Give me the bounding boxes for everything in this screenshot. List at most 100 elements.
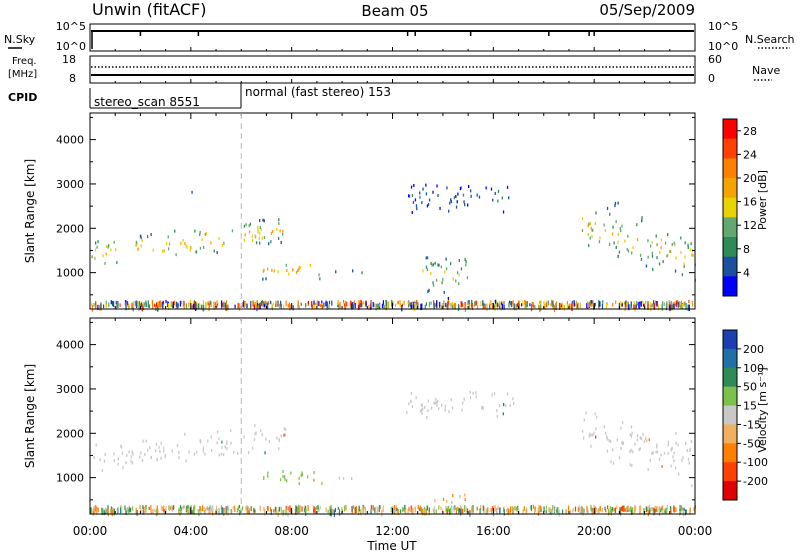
ground-echo-mark [626,507,628,513]
morning-band-mark [101,469,103,473]
ground-echo-mark [250,506,252,512]
evening-band-mark [685,442,687,445]
ground-echo-mark [130,507,132,512]
morning-band-mark [190,245,192,249]
ground-echo-mark [178,508,180,514]
ground-echo-mark [379,505,381,510]
ground-echo-mark [578,504,580,509]
evening-band-mark [667,233,669,237]
evening-band-mark [620,447,622,451]
time-axis-labels: 00:00 04:00 08:00 12:00 16:00 20:00 00:00 [73,524,713,538]
evening-band-mark [603,425,606,429]
ground-echo-mark [270,301,272,305]
patch-0800-mark [279,478,282,482]
evening-band-mark [620,426,622,430]
morning-band-mark [113,459,115,463]
evening-band-mark [687,457,690,461]
ground-echo-mark [525,303,527,307]
ground-echo-mark [113,301,115,307]
ground-echo-mark [343,505,346,512]
patch-1200-high-mark [503,403,505,407]
ground-echo-mark [172,505,175,510]
ground-echo-mark [522,509,524,515]
morning-band-mark [258,236,260,240]
morning-band-mark [184,432,186,436]
morning-band-mark [268,440,271,444]
ground-echo-mark [316,506,318,510]
ground-echo-mark [683,301,685,307]
ground-echo-mark [270,509,272,515]
evening-band-mark [606,206,609,210]
ground-echo-mark [650,304,652,312]
morning-band-mark [163,449,165,453]
ground-echo-mark [639,508,641,515]
ground-echo-mark [649,302,651,308]
morning-band-mark [278,236,280,240]
morning-band-mark [131,450,133,454]
ground-echo-mark [279,303,281,309]
evening-band-mark [643,439,646,443]
morning-band-mark [248,224,250,228]
ground-echo-mark [621,303,623,307]
ground-echo-mark [305,303,307,308]
patch-1200-high-mark [456,200,458,204]
patch-1000-mark [361,271,363,275]
ground-echo-mark [397,509,399,515]
ground-echo-mark [131,302,133,309]
y-tick-label: 4000 [56,134,84,147]
ground-echo-mark [442,303,444,309]
evening-band-mark [631,251,633,255]
ground-echo-mark [579,302,581,309]
ground-echo-mark [126,507,128,513]
y-tick-label: 2000 [56,427,84,440]
ground-echo-mark [137,301,139,306]
ground-echo-mark [545,509,547,513]
ground-echo-mark [289,505,291,513]
ground-echo-mark [103,510,105,516]
patch-1200-high-mark [453,196,455,200]
patch-0800-mark [277,270,279,274]
ground-echo-mark [492,506,494,511]
ground-echo-mark [192,303,194,310]
ground-echo-mark [691,300,693,307]
ground-echo-mark [194,504,196,509]
evening-band-mark [640,258,643,261]
ground-echo-mark [548,507,550,512]
patch-1200-high-mark [469,396,472,400]
ground-echo-mark [260,302,262,306]
nave-right-tick-bottom: 0 [708,72,715,85]
ground-echo-mark [679,509,681,516]
ground-echo-mark [362,301,364,305]
ground-echo-mark [540,304,542,311]
ground-echo-mark [568,505,570,511]
ground-echo-mark [642,300,644,304]
ground-echo-mark [666,504,668,510]
ground-echo-mark [485,508,487,515]
ground-echo-mark [220,505,222,510]
y-tick-label: 2000 [56,222,84,235]
ground-echo-mark [526,301,528,307]
ground-echo-mark [157,304,159,312]
ground-echo-mark [587,301,589,308]
patch-1200-high-mark [461,408,463,412]
morning-band-mark [226,447,228,451]
ground-echo-mark [412,301,414,309]
ground-echo-mark [187,504,189,509]
ground-echo-mark [117,301,119,305]
ground-echo-mark [680,300,683,308]
evening-band-mark [631,464,633,468]
morning-band-mark [185,459,187,463]
morning-band-mark [104,261,106,265]
morning-band-mark [243,435,245,439]
morning-band-mark [145,439,147,443]
ground-echo-mark [358,301,360,307]
ground-echo-mark [435,509,437,514]
patch-1200-high-mark [450,200,452,204]
patch-1200-high-mark [426,204,429,208]
morning-band-mark [278,447,280,451]
patch-1200-high-mark [415,396,417,400]
evening-band-mark [618,456,621,460]
ground-echo-mark [125,305,127,311]
evening-band-mark [629,463,631,467]
ground-echo-mark [650,507,652,512]
